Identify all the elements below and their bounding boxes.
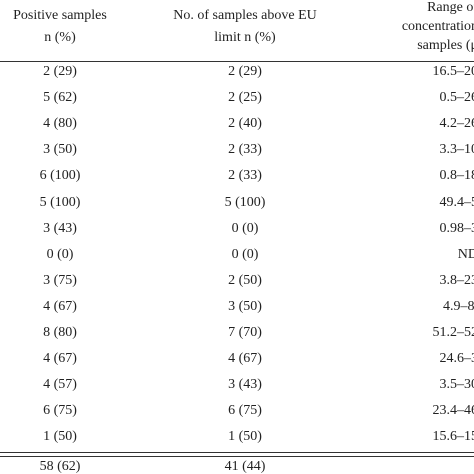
table-cell: 16.5–20	[432, 64, 474, 79]
table-cell: 3 (43)	[228, 377, 262, 393]
table-cell: 24.6–3	[439, 351, 474, 367]
table-cell: 3 (50)	[43, 142, 77, 158]
table-cell: 0.98–3	[439, 220, 474, 236]
table-cell: 3 (50)	[228, 298, 262, 314]
column-header: Positive samples	[13, 8, 107, 23]
total-cell: 58 (62)	[39, 459, 81, 474]
table-cell: 7 (70)	[228, 325, 262, 340]
table-cell: 3.5–30	[439, 377, 474, 393]
column-header: samples (μ	[417, 38, 474, 53]
table-cell: 4.9–8.	[443, 298, 474, 314]
total-rule	[0, 456, 474, 457]
table-cell: 8 (80)	[43, 325, 77, 340]
table-cell: 3.8–23	[439, 272, 474, 288]
table-cell: 3.3–10	[439, 142, 474, 158]
table-cell: 5 (100)	[39, 194, 81, 210]
table-cell: 15.6–15	[432, 429, 474, 445]
table-cell: 3 (75)	[43, 272, 77, 288]
table-cell: 2 (29)	[43, 64, 77, 79]
table-cell: 6 (75)	[228, 403, 262, 419]
table-cell: 4 (80)	[43, 116, 77, 132]
column-header: Range of	[427, 0, 474, 15]
table-cell: 0.8–18	[439, 168, 474, 184]
total-rule	[0, 452, 474, 453]
table-cell: 2 (33)	[228, 142, 262, 158]
table-cell: 2 (25)	[228, 90, 262, 106]
column-header: No. of samples above EU	[173, 8, 317, 23]
table-cell: 49.4–5	[439, 194, 474, 210]
table-cell: 2 (50)	[228, 272, 262, 288]
table-cell: 1 (50)	[43, 429, 77, 445]
table-cell: 0 (0)	[231, 220, 259, 236]
table-cell: 4 (67)	[228, 351, 262, 367]
table-cell: 4 (67)	[43, 298, 77, 314]
table-cell: 5 (100)	[224, 194, 266, 210]
table-cell: 6 (75)	[43, 403, 77, 419]
column-header: concentration	[401, 19, 474, 34]
table-cell: 5 (62)	[43, 90, 77, 106]
table-cell: 3 (43)	[43, 220, 77, 236]
header-rule	[0, 61, 474, 62]
column-header: n (%)	[44, 30, 76, 45]
table-cell: 0.5–26	[439, 90, 474, 106]
table-cell: 23.4–46	[432, 403, 474, 419]
table-cell: 51.2–52	[432, 325, 474, 340]
table-cell: 0 (0)	[46, 246, 74, 262]
table-cell: ND	[457, 246, 474, 262]
table-cell: 6 (100)	[39, 168, 81, 184]
total-cell: 41 (44)	[224, 459, 266, 474]
table-cell: 1 (50)	[228, 429, 262, 445]
table-cell: 0 (0)	[231, 246, 259, 262]
table-cell: 4.2–26	[439, 116, 474, 132]
table-cell: 4 (67)	[43, 351, 77, 367]
column-header: limit n (%)	[214, 30, 276, 45]
table-cell: 2 (33)	[228, 168, 262, 184]
table-cell: 2 (29)	[228, 64, 262, 79]
table-cell: 4 (57)	[43, 377, 77, 393]
table-cell: 2 (40)	[228, 116, 262, 132]
